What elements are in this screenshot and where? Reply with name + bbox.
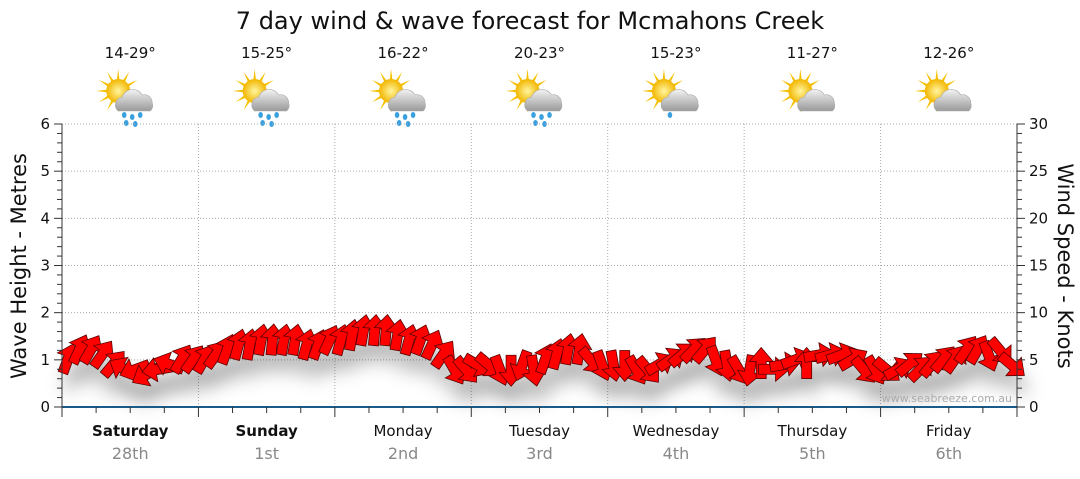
wind-arrow bbox=[567, 333, 593, 366]
right-tick-label: 20 bbox=[1029, 209, 1048, 227]
right-tick-label: 5 bbox=[1029, 351, 1039, 369]
date-label: 1st bbox=[254, 444, 279, 463]
sun-cloud-shower-icon bbox=[641, 69, 699, 118]
left-tick-label: 4 bbox=[40, 209, 50, 227]
sun-cloud-rain-icon bbox=[369, 69, 426, 127]
right-tick-label: 10 bbox=[1029, 304, 1048, 322]
right-tick-label: 25 bbox=[1029, 162, 1048, 180]
temp-range: 20-23° bbox=[514, 44, 565, 62]
date-label: 3rd bbox=[526, 444, 553, 463]
right-tick-label: 15 bbox=[1029, 257, 1048, 275]
right-tick-label: 0 bbox=[1029, 398, 1039, 416]
sun-cloud-rain-icon bbox=[505, 69, 563, 127]
day-label: Saturday bbox=[92, 422, 169, 440]
sun-cloud-icon bbox=[778, 69, 836, 113]
left-tick-label: 2 bbox=[40, 304, 50, 322]
watermark: www.seabreeze.com.au bbox=[882, 392, 1012, 405]
date-label: 5th bbox=[799, 444, 826, 463]
left-tick-label: 1 bbox=[40, 351, 50, 369]
sun-cloud-rain-icon bbox=[232, 69, 290, 127]
day-label: Wednesday bbox=[633, 422, 720, 440]
temp-range: 11-27° bbox=[787, 44, 838, 62]
day-label: Sunday bbox=[235, 422, 298, 440]
day-label: Tuesday bbox=[508, 422, 570, 440]
date-label: 2nd bbox=[388, 444, 418, 463]
left-tick-label: 5 bbox=[40, 162, 50, 180]
left-axis-label: Wave Height - Metres bbox=[7, 153, 31, 379]
temp-range: 16-22° bbox=[378, 44, 429, 62]
right-tick-label: 30 bbox=[1029, 115, 1048, 133]
date-label: 4th bbox=[663, 444, 690, 463]
temp-range: 14-29° bbox=[105, 44, 156, 62]
left-tick-label: 6 bbox=[40, 115, 50, 133]
left-tick-label: 0 bbox=[40, 398, 50, 416]
day-label: Friday bbox=[926, 422, 972, 440]
chart-title: 7 day wind & wave forecast for Mcmahons … bbox=[236, 7, 824, 35]
left-tick-label: 3 bbox=[40, 257, 50, 275]
temp-range: 12-26° bbox=[923, 44, 974, 62]
sun-cloud-icon bbox=[914, 69, 972, 113]
temp-range: 15-23° bbox=[650, 44, 701, 62]
sun-cloud-rain-icon bbox=[96, 69, 154, 127]
day-label: Monday bbox=[373, 422, 432, 440]
right-axis-label: Wind Speed - Knots bbox=[1053, 163, 1077, 368]
date-label: 28th bbox=[112, 444, 149, 463]
day-label: Thursday bbox=[776, 422, 847, 440]
date-label: 6th bbox=[935, 444, 962, 463]
temp-range: 15-25° bbox=[241, 44, 292, 62]
